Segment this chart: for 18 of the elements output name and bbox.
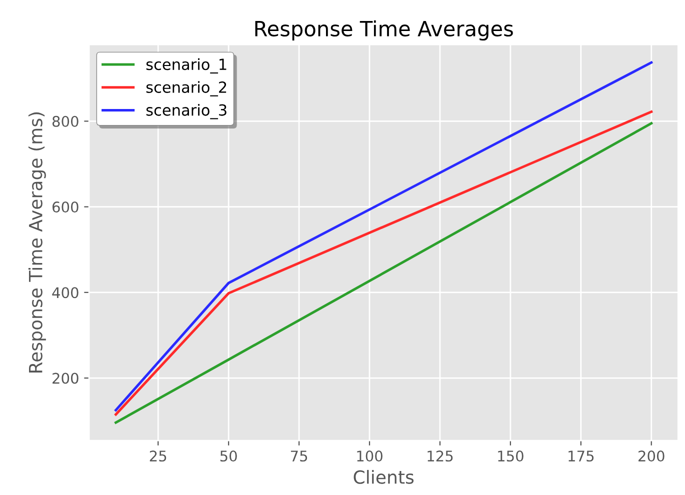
y-axis-title: Response Time Average (ms) [28, 112, 46, 372]
x-tick-label: 175 [568, 450, 594, 462]
x-axis-title: Clients [354, 470, 414, 484]
y-tick-label: 200 [52, 372, 78, 384]
x-tick-label: 150 [498, 450, 524, 462]
legend-label: scenario_1 [146, 58, 226, 74]
y-tick-label: 600 [52, 202, 78, 213]
x-tick-label: 200 [638, 450, 664, 462]
legend-label: scenario_3 [146, 104, 226, 120]
legend-label: scenario_2 [146, 81, 226, 96]
x-tick-label: 25 [150, 450, 166, 462]
x-tick-label: 100 [357, 450, 382, 462]
y-tick-label: 800 [52, 116, 78, 127]
x-tick-label: 50 [220, 450, 237, 462]
chart-title: Response Time Averages [255, 20, 513, 41]
y-tick-label: 400 [52, 287, 78, 298]
x-tick-label: 75 [290, 450, 308, 462]
x-tick-label: 125 [428, 450, 453, 462]
